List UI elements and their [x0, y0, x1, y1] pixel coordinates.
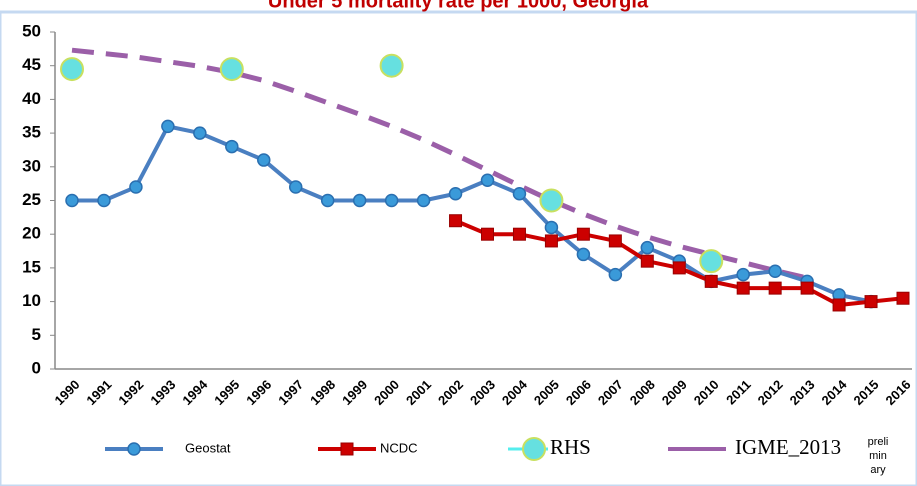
- y-tick-label: 30: [22, 156, 41, 175]
- data-point: [481, 227, 494, 241]
- data-point: [864, 295, 878, 309]
- y-tick-label: 50: [22, 21, 41, 40]
- y-tick-label: 35: [22, 123, 41, 142]
- data-point: [97, 193, 111, 208]
- legend-label: RHS: [550, 435, 591, 459]
- data-point: [449, 214, 463, 228]
- frame: [0, 10, 917, 486]
- data-point: [640, 240, 655, 255]
- y-tick-label: 0: [32, 358, 41, 377]
- data-point: [704, 274, 718, 288]
- legend-label: Geostat: [185, 440, 231, 455]
- annotation: ary: [870, 464, 886, 476]
- legend-marker: [340, 442, 354, 456]
- data-point: [608, 267, 623, 282]
- data-point: [800, 281, 814, 295]
- legend-label: IGME_2013: [735, 435, 841, 459]
- data-point: [219, 57, 244, 82]
- data-point: [129, 180, 143, 194]
- data-point: [352, 193, 367, 208]
- legend-marker: [522, 437, 546, 461]
- data-point: [225, 139, 239, 154]
- data-point: [640, 254, 654, 268]
- data-point: [832, 298, 846, 312]
- y-tick-label: 25: [22, 190, 41, 209]
- data-point: [416, 193, 431, 208]
- legend-label: NCDC: [380, 440, 418, 455]
- data-point: [699, 249, 724, 274]
- data-point: [384, 193, 399, 208]
- data-point: [539, 188, 564, 213]
- data-point: [544, 220, 559, 235]
- data-point: [288, 180, 303, 194]
- data-point: [257, 153, 271, 167]
- data-point: [736, 281, 750, 295]
- data-point: [608, 234, 622, 248]
- data-point: [736, 267, 750, 282]
- data-point: [512, 227, 526, 241]
- data-point: [480, 173, 495, 188]
- data-point: [320, 193, 335, 208]
- y-tick-label: 45: [22, 55, 41, 74]
- data-point: [896, 291, 910, 305]
- data-point: [576, 247, 591, 262]
- data-point: [161, 119, 175, 134]
- annotation: preli: [868, 436, 889, 448]
- series-line: [71, 47, 808, 281]
- data-point: [65, 193, 79, 208]
- y-tick-label: 40: [22, 89, 41, 108]
- y-tick-label: 15: [22, 257, 41, 276]
- data-point: [379, 53, 404, 78]
- chart-title: Under 5 mortality rate per 1000, Georgia: [268, 0, 649, 12]
- data-point: [768, 281, 782, 295]
- annotation: min: [869, 450, 887, 462]
- y-tick-label: 10: [22, 291, 41, 310]
- data-point: [448, 187, 463, 201]
- data-point: [512, 187, 527, 201]
- data-point: [193, 126, 207, 140]
- y-tick-label: 5: [32, 325, 41, 344]
- data-point: [768, 264, 782, 279]
- data-point: [544, 234, 558, 248]
- y-tick-label: 20: [22, 224, 41, 243]
- legend-marker: [127, 442, 141, 456]
- data-point: [576, 227, 590, 241]
- data-point: [672, 261, 686, 275]
- data-point: [60, 57, 84, 82]
